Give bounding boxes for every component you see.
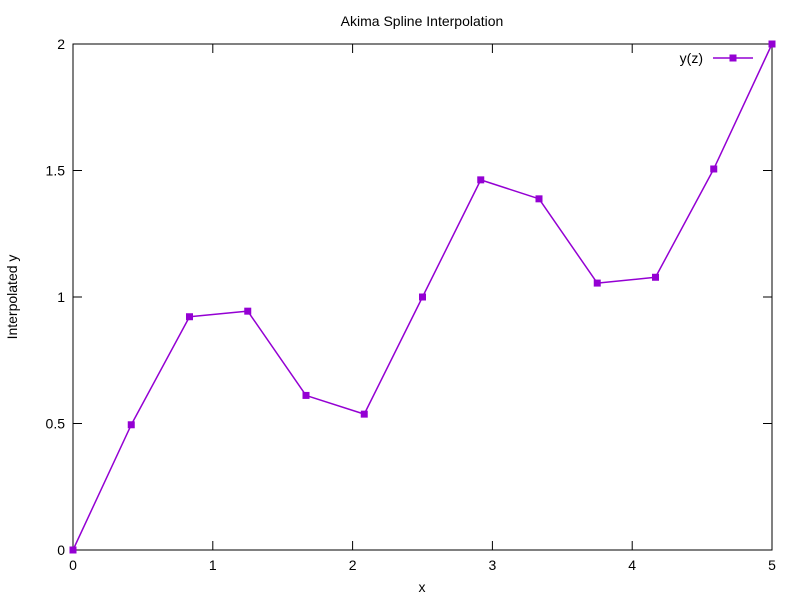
x-axis-title: x	[419, 579, 426, 595]
data-point	[768, 40, 776, 48]
data-point	[360, 410, 368, 418]
data-point	[652, 273, 660, 281]
data-point	[127, 421, 135, 429]
x-tick-label: 3	[489, 557, 497, 573]
legend: y(z)	[680, 50, 753, 66]
data-point	[535, 195, 543, 203]
data-point	[302, 391, 310, 399]
chart-title: Akima Spline Interpolation	[341, 13, 504, 29]
data-point	[419, 293, 426, 301]
data-point	[244, 307, 252, 315]
y-tick-label: 1	[57, 289, 65, 305]
data-point	[69, 546, 77, 554]
data-point	[185, 313, 193, 321]
y-tick-label: 0.5	[46, 416, 66, 432]
y-tick-label: 1.5	[46, 163, 66, 179]
x-tick-label: 0	[69, 557, 77, 573]
data-point	[710, 165, 718, 173]
x-tick-label: 2	[349, 557, 357, 573]
x-tick-label: 4	[628, 557, 636, 573]
x-tick-label: 5	[768, 557, 776, 573]
y-tick-label: 2	[57, 36, 65, 52]
legend-marker-y-z	[729, 54, 737, 62]
x-tick-label: 1	[209, 557, 217, 573]
data-point	[477, 176, 485, 184]
y-tick-label: 0	[57, 542, 65, 558]
legend-label-y-z: y(z)	[680, 50, 703, 66]
data-point	[593, 279, 601, 287]
y-axis-title: Interpolated y	[4, 255, 20, 340]
